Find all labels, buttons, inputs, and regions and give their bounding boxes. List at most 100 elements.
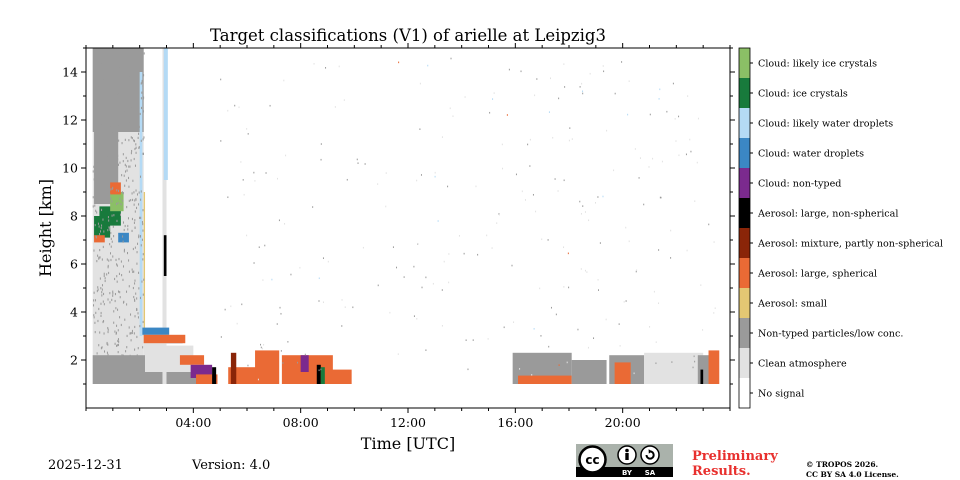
speckle (107, 264, 109, 268)
class-region-7 (162, 48, 167, 384)
speckle (117, 343, 119, 346)
speckle (472, 339, 474, 341)
speckle (118, 290, 120, 293)
speckle (265, 172, 267, 174)
speckle (117, 344, 119, 347)
speckle (464, 96, 466, 98)
speckle (257, 378, 259, 381)
speckle (128, 122, 130, 125)
speckle (659, 196, 661, 199)
speckle (143, 278, 145, 281)
speckle (674, 118, 676, 120)
speckle (107, 229, 109, 232)
speckle (106, 351, 108, 354)
speckle (112, 148, 114, 151)
speckle (137, 242, 139, 245)
speckle (285, 154, 287, 157)
speckle (589, 72, 591, 75)
speckle (95, 236, 97, 239)
class-region-29 (300, 355, 309, 372)
colorbar-swatch (739, 228, 750, 258)
speckle (651, 364, 653, 367)
speckle (132, 198, 134, 202)
colorbar-swatch (739, 378, 750, 408)
speckle (130, 95, 132, 99)
speckle (94, 223, 96, 227)
y-axis-label: Height [km] (36, 179, 55, 277)
speckle (670, 257, 672, 259)
speckle (131, 217, 133, 221)
speckle (104, 201, 106, 204)
speckle (125, 350, 127, 353)
speckle (313, 63, 315, 65)
speckle (325, 67, 327, 69)
speckle (142, 55, 144, 58)
speckle (118, 163, 120, 166)
copyright-line-1: © TROPOS 2026. (806, 460, 879, 469)
speckle (655, 362, 657, 365)
speckle (97, 84, 99, 87)
speckle (98, 132, 100, 136)
speckle (344, 306, 346, 308)
speckle (253, 171, 255, 174)
speckle (107, 353, 109, 356)
speckle (100, 180, 102, 183)
speckle (128, 165, 130, 168)
speckle (603, 70, 605, 73)
speckle (100, 311, 102, 315)
speckle (130, 313, 132, 316)
speckle (96, 72, 98, 75)
class-region-11 (142, 327, 170, 335)
speckle (115, 120, 117, 123)
speckle (96, 352, 98, 355)
speckle (627, 113, 629, 116)
speckle (138, 236, 140, 239)
class-region-8 (139, 72, 143, 336)
speckle (540, 335, 542, 337)
speckle (134, 282, 136, 285)
speckle (638, 177, 640, 179)
speckle (112, 255, 114, 258)
speckle (128, 73, 130, 76)
speckle (135, 197, 137, 201)
speckle (434, 171, 436, 174)
speckle (124, 224, 126, 228)
speckle (122, 278, 124, 281)
speckle (139, 175, 141, 178)
speckle (121, 274, 123, 277)
speckle (115, 258, 117, 262)
class-region-25 (228, 367, 264, 384)
speckle (623, 301, 625, 303)
colorbar-label: Cloud: non-typed (758, 179, 841, 190)
speckle (434, 175, 436, 178)
speckle (111, 240, 113, 243)
speckle (269, 104, 271, 107)
speckle (120, 203, 122, 206)
speckle (94, 331, 96, 334)
speckle (625, 226, 627, 229)
speckle (486, 234, 488, 237)
speckle (122, 153, 124, 156)
speckle (101, 224, 103, 227)
speckle (243, 193, 245, 196)
speckle (318, 300, 320, 302)
speckle (633, 372, 635, 375)
speckle (118, 139, 120, 142)
speckle (357, 162, 359, 164)
speckle (116, 344, 118, 347)
speckle (112, 290, 114, 293)
speckle (529, 138, 531, 141)
speckle (116, 275, 118, 278)
speckle (98, 225, 100, 228)
speckle (619, 345, 621, 347)
speckle (113, 310, 115, 313)
footer-date: 2025-12-31 (48, 458, 123, 473)
speckle (280, 350, 282, 352)
speckle (115, 331, 117, 334)
speckle (396, 266, 398, 269)
speckle (582, 205, 584, 207)
speckle (133, 53, 135, 57)
speckle (548, 111, 550, 113)
speckle (127, 123, 129, 126)
speckle (111, 130, 113, 133)
